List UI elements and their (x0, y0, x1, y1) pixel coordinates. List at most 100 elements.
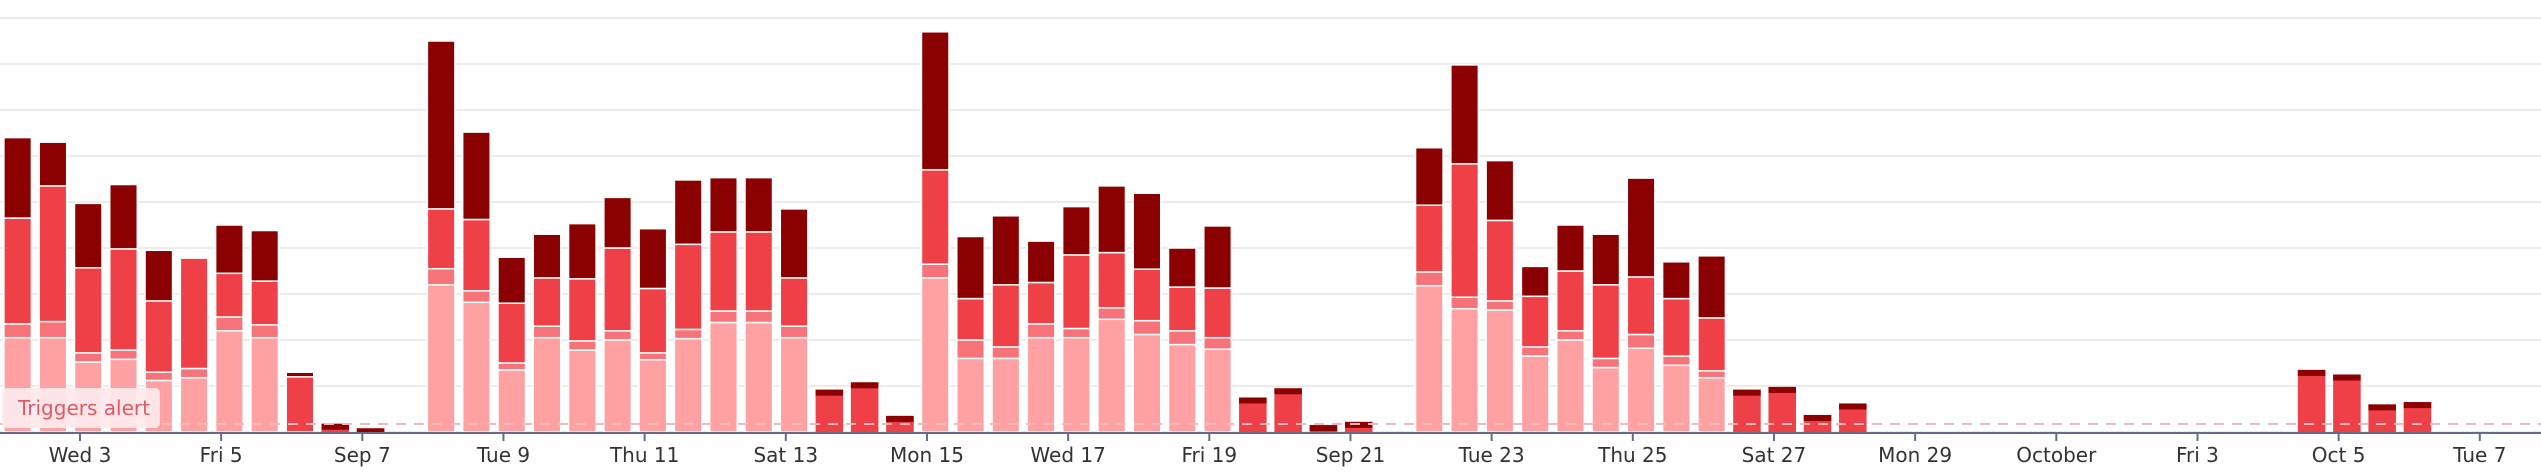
alert-bar-cap (1803, 414, 1832, 421)
bar-segment (73, 352, 103, 363)
bar-segment (567, 278, 597, 342)
x-tick-label: Mon 29 (1878, 443, 1952, 467)
bar-segment (638, 359, 668, 433)
bar-segment (497, 369, 527, 433)
bar-segment (144, 249, 174, 302)
bar-segment (179, 257, 209, 370)
bar-segment (1203, 348, 1233, 433)
bar-segment (920, 31, 950, 171)
alert-bar-cap (1839, 403, 1867, 410)
bar-segment (638, 227, 668, 290)
bar-segment (1414, 271, 1444, 287)
bar-segment (956, 357, 986, 433)
bar-segment (1132, 268, 1162, 322)
bar-segment (991, 346, 1021, 360)
bar-segment (920, 169, 950, 265)
bar-segment (1555, 270, 1585, 332)
bar-segment (1167, 343, 1197, 433)
bar-segment (920, 277, 950, 433)
bar-segment (250, 324, 280, 339)
alert-bar-cap (815, 389, 844, 396)
bar-segment (779, 277, 809, 327)
bar-segment (1203, 287, 1233, 339)
bar-segment (1097, 185, 1127, 254)
bar-segment (109, 248, 139, 351)
bar-segment (1132, 192, 1162, 270)
x-tick-label: October (2016, 443, 2097, 467)
bar-segment (3, 323, 33, 339)
bar-segment (250, 336, 280, 433)
alert-bar (2333, 374, 2361, 432)
bar-segment (1697, 317, 1727, 372)
x-tick-label: Tue 7 (2452, 443, 2506, 467)
bar-segment (920, 263, 950, 279)
bar-segment (3, 136, 33, 219)
alert-bar (1733, 389, 1761, 432)
bar-segment (1591, 366, 1621, 433)
bar-segment (461, 131, 491, 221)
bar-segment (991, 284, 1021, 348)
bar-segment (708, 231, 738, 312)
bar-segment (956, 297, 986, 341)
x-tick-label: Tue 9 (476, 443, 530, 467)
bar-segment (532, 277, 562, 327)
bar-segment (567, 340, 597, 351)
bar-segment (1626, 177, 1656, 278)
bar-segment (1414, 146, 1444, 206)
x-tick-label: Thu 25 (1597, 443, 1667, 467)
bar-segment (250, 280, 280, 326)
bar-segment (144, 300, 174, 373)
bar-segment (1026, 336, 1056, 433)
x-tick-label: Wed 17 (1030, 443, 1105, 467)
bar-segment (1450, 64, 1480, 165)
bar-segment (1414, 284, 1444, 433)
x-tick-label: Wed 3 (49, 443, 112, 467)
bar-segment (744, 176, 774, 233)
bar-segment (1626, 347, 1656, 433)
bar-segment (1626, 276, 1656, 336)
bar-segment (603, 339, 633, 433)
bar-segment (532, 233, 562, 279)
bar-segment (603, 196, 633, 249)
x-tick-label: Sat 27 (1742, 443, 1807, 467)
alert-bar (2297, 369, 2326, 432)
bar-segment (109, 349, 139, 361)
bar-segment (1485, 159, 1515, 222)
bar-segment (497, 302, 527, 364)
bar-segment (1661, 297, 1691, 357)
bar-segment (1697, 370, 1727, 379)
bar-segment (1450, 296, 1480, 310)
bar-segment (1520, 295, 1550, 348)
bar-segment (1167, 247, 1197, 288)
alert-bar-cap (886, 415, 914, 422)
bar-segment (179, 367, 209, 379)
bar-segment (461, 290, 491, 304)
bar-segment (1661, 261, 1691, 300)
bars (0, 31, 2541, 433)
x-tick-label: Fri 3 (2176, 443, 2219, 467)
bar-segment (1167, 330, 1197, 346)
bar-segment (1697, 255, 1727, 319)
x-axis: Wed 3 Fri 5 Sep 7 Tue 9 Thu 11 Sat 13 Mon 15 We… (0, 432, 2541, 467)
bar-segment (1661, 355, 1691, 367)
x-tick-label: Tue 23 (1458, 443, 1525, 467)
bar-segment (3, 217, 33, 325)
bar-segment (744, 310, 774, 324)
bar-segment (567, 222, 597, 280)
bar-segment (1520, 265, 1550, 298)
bar-segment (1520, 346, 1550, 357)
bar-segment (567, 349, 597, 433)
bar-segment (744, 231, 774, 312)
bar-segment (532, 336, 562, 433)
bar-segment (638, 352, 668, 361)
alert-bar-cap (2368, 404, 2396, 411)
bar-segment (1555, 339, 1585, 433)
alert-bar-cap (356, 428, 385, 432)
bar-segment (426, 40, 456, 210)
bar-segment (1026, 240, 1056, 284)
alert-bar-cap (1239, 397, 1267, 404)
bar-segment (603, 330, 633, 341)
bar-segment (214, 272, 244, 318)
bar-segment (461, 218, 491, 292)
